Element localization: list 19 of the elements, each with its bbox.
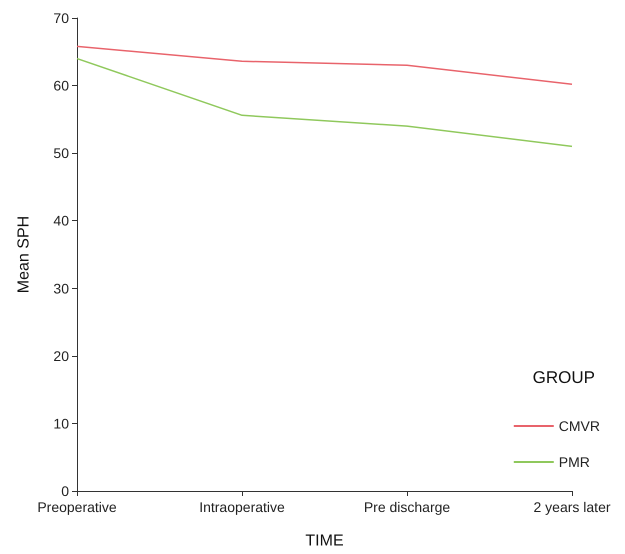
y-tick-label: 30 (53, 280, 70, 296)
y-tick-label: 0 (61, 483, 70, 499)
x-tick-label: Intraoperative (199, 499, 286, 515)
line-series (76, 46, 573, 85)
y-tick-label: 40 (53, 212, 70, 229)
y-tick-label: 70 (53, 10, 70, 26)
legend-title: GROUP (532, 368, 596, 387)
x-axis-title: TIME (305, 532, 344, 550)
y-axis-title: Mean SPH (16, 216, 32, 294)
legend-label: CMVR (558, 418, 600, 434)
y-tick-label: 60 (53, 78, 70, 94)
x-tick-label: 2 years later (533, 499, 611, 515)
x-tick-label: Pre discharge (364, 499, 450, 515)
legend-label: PMR (558, 454, 590, 470)
y-tick-label: 50 (53, 145, 70, 162)
y-tick-label: 20 (53, 348, 70, 364)
line-series (76, 58, 573, 148)
y-tick-label: 10 (53, 415, 70, 432)
x-tick-label: Preoperative (37, 499, 117, 515)
